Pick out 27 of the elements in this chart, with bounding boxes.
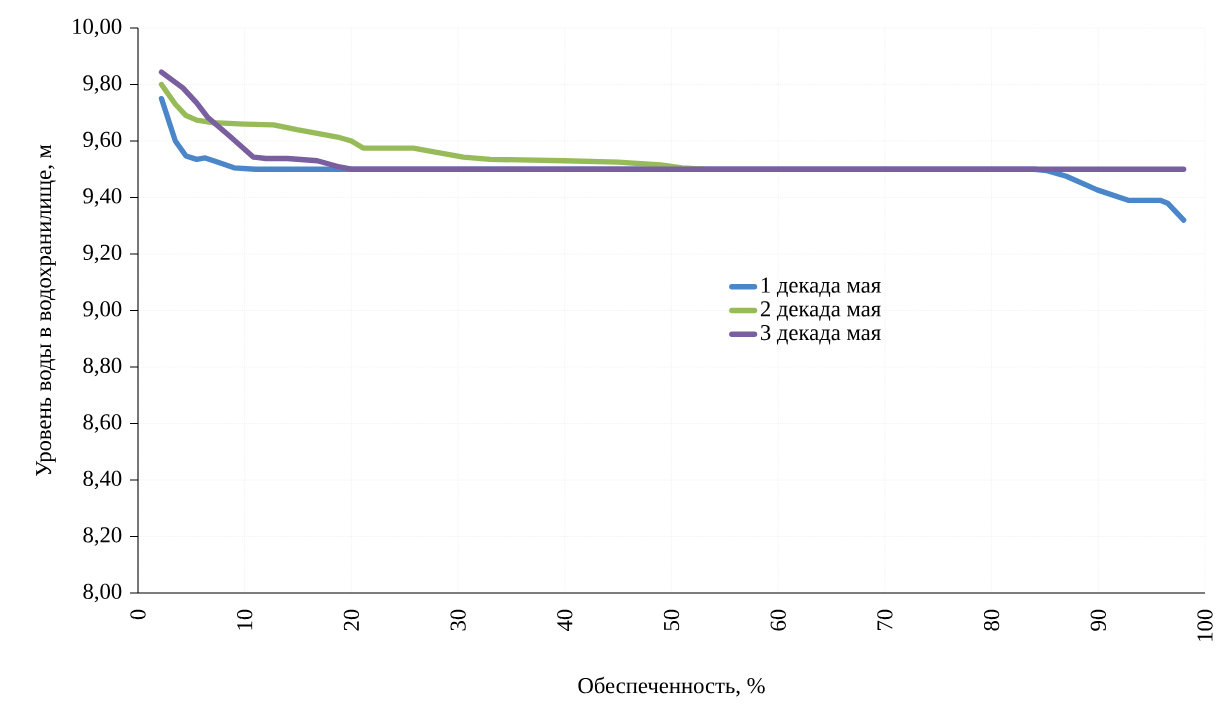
- x-axis-title: Обеспеченность, %: [578, 676, 765, 697]
- x-tick-label: 0: [130, 609, 146, 620]
- y-tick-label: 8,20: [83, 527, 122, 546]
- legend-label: 1 декада мая: [761, 277, 881, 297]
- y-tick-label: 8,40: [83, 470, 122, 490]
- x-tick-label: 20: [343, 609, 360, 631]
- y-tick-label: 9,80: [83, 75, 122, 94]
- x-tick-label: 50: [663, 609, 680, 631]
- x-tick-label: 100: [1197, 609, 1213, 641]
- x-tick-label: 40: [557, 609, 573, 632]
- y-tick-label: 9,20: [83, 244, 122, 264]
- x-tick-label: 10: [237, 609, 253, 630]
- x-tick-label: 60: [770, 609, 786, 631]
- y-tick-label: 8,00: [83, 583, 122, 603]
- x-tick-label: 70: [877, 609, 893, 630]
- y-tick-label: 9,60: [83, 131, 122, 151]
- x-tick-label: 30: [450, 609, 466, 631]
- legend-label: 3 декада мая: [760, 325, 881, 345]
- y-tick-label: 9,00: [83, 301, 122, 320]
- x-tick-label: 80: [983, 609, 1000, 631]
- y-tick-label: 8,60: [83, 414, 122, 433]
- y-tick-label: 10,00: [73, 18, 122, 38]
- y-tick-label: 8,80: [83, 357, 122, 377]
- legend-label: 2 декада мая: [760, 301, 881, 321]
- y-axis-title: Уровень воды в водохранилище, м: [36, 144, 56, 477]
- y-tick-label: 9,40: [83, 188, 122, 207]
- x-tick-label: 90: [1090, 609, 1106, 631]
